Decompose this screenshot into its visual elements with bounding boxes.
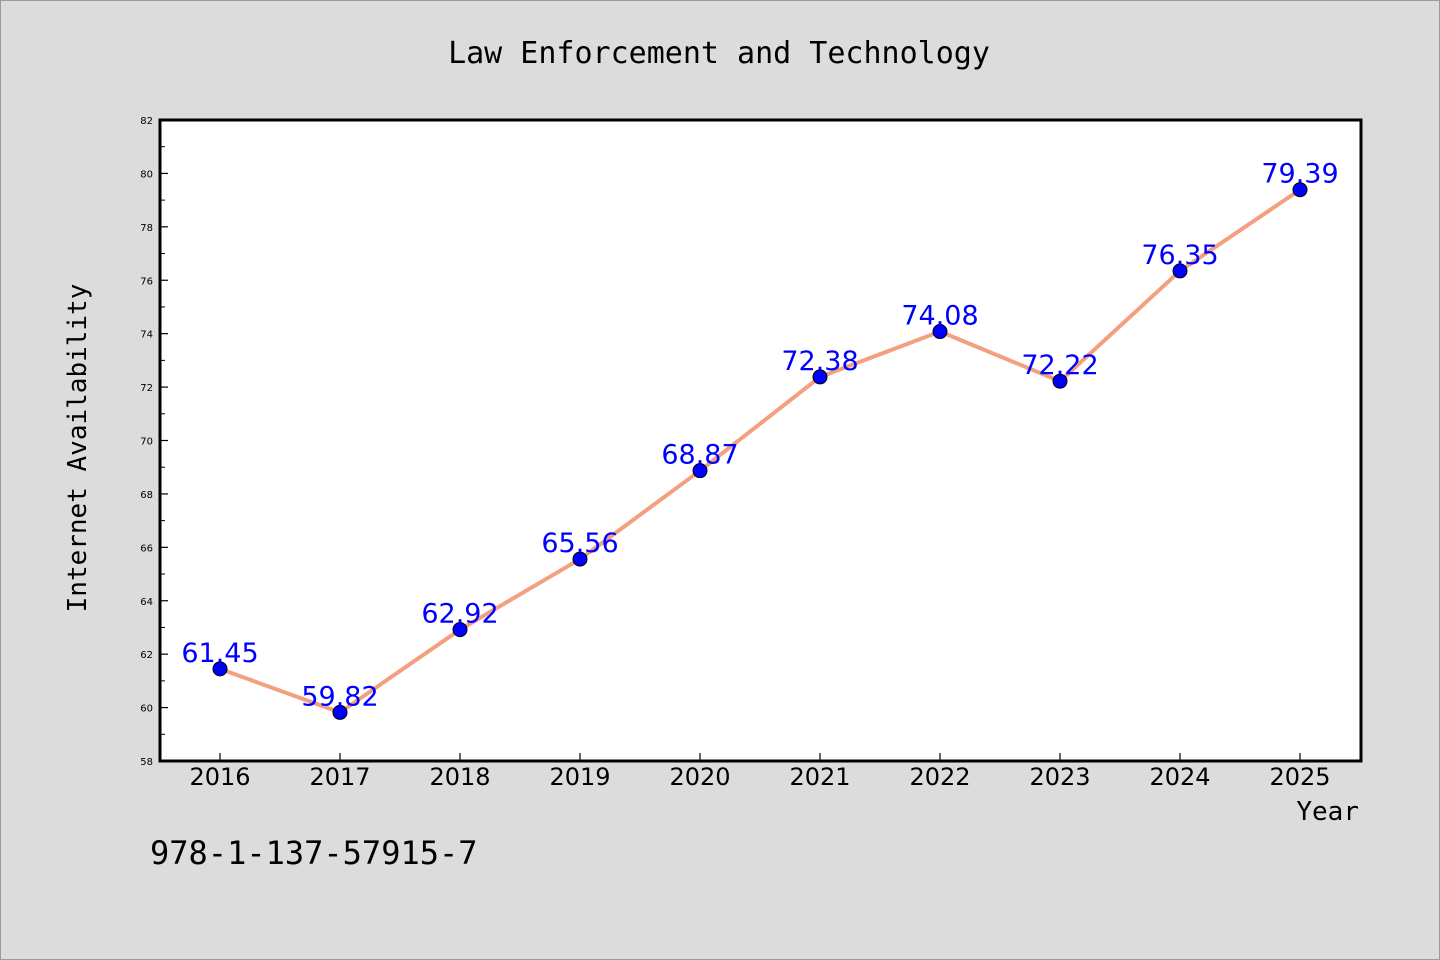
data-label: 72.22 xyxy=(1021,350,1098,381)
y-tick-label: 80 xyxy=(140,169,153,180)
x-tick-label: 2017 xyxy=(309,763,370,791)
x-tick-label: 2022 xyxy=(909,763,970,791)
data-point xyxy=(1172,263,1188,279)
data-label: 61.45 xyxy=(181,638,258,669)
x-tick-label: 2025 xyxy=(1269,763,1330,791)
data-point xyxy=(812,369,828,385)
y-tick-label: 68 xyxy=(140,490,153,501)
y-tick-label: 74 xyxy=(140,330,153,341)
series-line-group xyxy=(219,188,1302,715)
y-tick-label: 82 xyxy=(140,116,153,127)
x-tick-label: 2021 xyxy=(789,763,850,791)
data-label: 72.38 xyxy=(781,346,858,377)
data-point xyxy=(212,661,228,677)
data-point xyxy=(1052,373,1068,389)
y-tick-label: 60 xyxy=(140,704,153,715)
x-axis-label: Year xyxy=(1296,797,1359,827)
data-label: 79.39 xyxy=(1261,159,1338,190)
x-tick-label: 2020 xyxy=(669,763,730,791)
y-tick-label: 78 xyxy=(140,223,153,234)
data-label: 68.87 xyxy=(661,440,738,471)
footer-code: 978-1-137-57915-7 xyxy=(150,834,478,872)
data-label: 65.56 xyxy=(541,528,618,559)
data-label: 76.35 xyxy=(1141,240,1218,271)
marker-group xyxy=(212,182,1308,720)
y-axis: 58 60 62 64 66 68 70 72 74 76 78 80 82 xyxy=(140,116,168,768)
y-tick-label: 64 xyxy=(140,597,153,608)
plot-area xyxy=(158,118,1363,763)
x-tick-label: 2016 xyxy=(189,763,250,791)
data-point xyxy=(332,704,348,720)
y-tick-label: 66 xyxy=(140,543,153,554)
y-tick-label: 76 xyxy=(140,276,153,287)
y-tick-label: 62 xyxy=(140,650,153,661)
series-line xyxy=(219,188,1302,715)
data-point xyxy=(452,622,468,638)
y-tick-label: 72 xyxy=(140,383,153,394)
y-tick-label: 70 xyxy=(140,437,153,448)
chart-title: Law Enforcement and Technology xyxy=(448,36,990,71)
x-tick-label: 2024 xyxy=(1149,763,1210,791)
x-tick-label: 2019 xyxy=(549,763,610,791)
data-label-group: 61.45 59.82 62.92 65.56 68.87 72.38 74.08 72.22… xyxy=(181,159,1338,713)
data-point xyxy=(692,463,708,479)
y-axis-label: Internet Availability xyxy=(63,284,93,613)
data-label: 59.82 xyxy=(301,681,378,712)
x-tick-label: 2018 xyxy=(429,763,490,791)
data-point xyxy=(1292,182,1308,198)
data-point xyxy=(932,324,948,340)
data-point xyxy=(572,551,588,567)
x-tick-label: 2023 xyxy=(1029,763,1090,791)
data-label: 62.92 xyxy=(421,599,498,630)
x-axis: 2016 2017 2018 2019 2020 2021 2022 2023 2024 2025 xyxy=(189,753,1331,791)
y-tick-label: 58 xyxy=(140,757,153,768)
data-label: 74.08 xyxy=(901,301,978,332)
